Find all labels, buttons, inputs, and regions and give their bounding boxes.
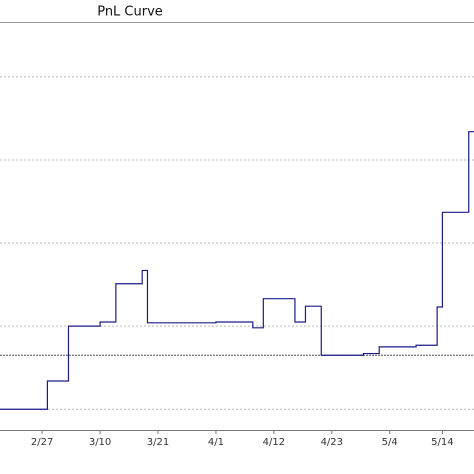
chart-title: PnL Curve (97, 5, 163, 20)
x-tick-label: 4/1 (208, 437, 224, 448)
x-tick-label: 4/23 (321, 437, 343, 448)
x-tick-label: 3/21 (147, 437, 169, 448)
pnl-line (0, 131, 474, 410)
x-tick-label: 5/14 (431, 437, 453, 448)
x-tick-label: 5/4 (382, 437, 398, 448)
x-tick-label: 4/12 (263, 437, 285, 448)
x-tick-label: 2/27 (31, 437, 53, 448)
x-tick-label: 3/10 (89, 437, 111, 448)
